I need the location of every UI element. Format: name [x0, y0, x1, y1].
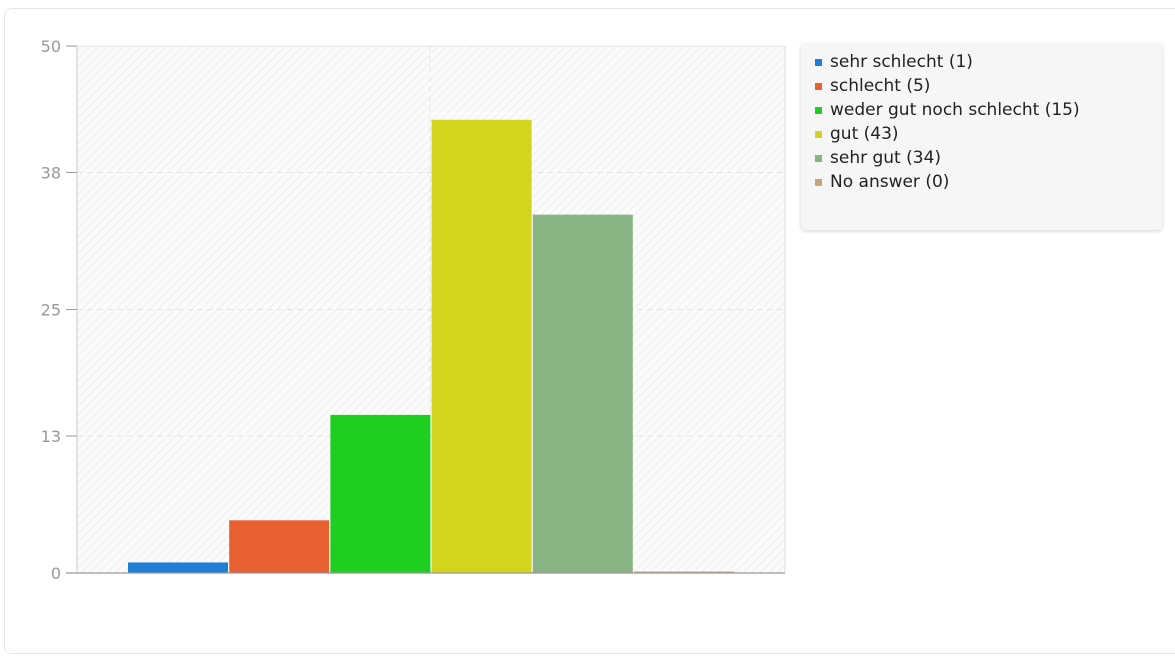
- y-tick-label: 38: [41, 163, 61, 182]
- y-tick-label: 0: [51, 564, 61, 583]
- legend-label: gut (43): [830, 124, 899, 144]
- axes: [66, 45, 786, 574]
- legend-swatch: [815, 178, 822, 186]
- legend-swatch: [815, 130, 822, 138]
- bar-3: [431, 119, 532, 573]
- y-tick-labels: 0 13 25 38 50: [41, 37, 61, 583]
- bars: [128, 119, 734, 573]
- chart-legend: sehr schlecht (1) schlecht (5) weder gut n…: [801, 44, 1162, 230]
- legend-swatch: [815, 106, 822, 114]
- legend-item: sehr schlecht (1): [815, 50, 1162, 74]
- legend-item: gut (43): [815, 122, 1162, 146]
- legend-label: No answer (0): [830, 172, 950, 192]
- legend-item: schlecht (5): [815, 74, 1162, 98]
- bar-0: [128, 562, 228, 573]
- legend-swatch: [815, 58, 822, 66]
- legend-label: sehr schlecht (1): [830, 52, 973, 72]
- legend-item: sehr gut (34): [815, 146, 1162, 170]
- gridlines: [77, 46, 785, 573]
- legend-label: sehr gut (34): [830, 148, 942, 168]
- y-tick-label: 50: [41, 37, 61, 56]
- bar-5: [634, 571, 734, 573]
- legend-swatch: [815, 154, 822, 162]
- legend-label: schlecht (5): [830, 76, 931, 96]
- bar-2: [330, 414, 431, 573]
- bar-4: [532, 214, 633, 573]
- legend-label: weder gut noch schlecht (15): [830, 100, 1080, 120]
- bar-1: [229, 520, 330, 573]
- legend-item: weder gut noch schlecht (15): [815, 98, 1162, 122]
- y-tick-label: 25: [41, 301, 61, 320]
- legend-item: No answer (0): [815, 170, 1162, 194]
- y-tick-label: 13: [41, 427, 61, 446]
- legend-swatch: [815, 82, 822, 90]
